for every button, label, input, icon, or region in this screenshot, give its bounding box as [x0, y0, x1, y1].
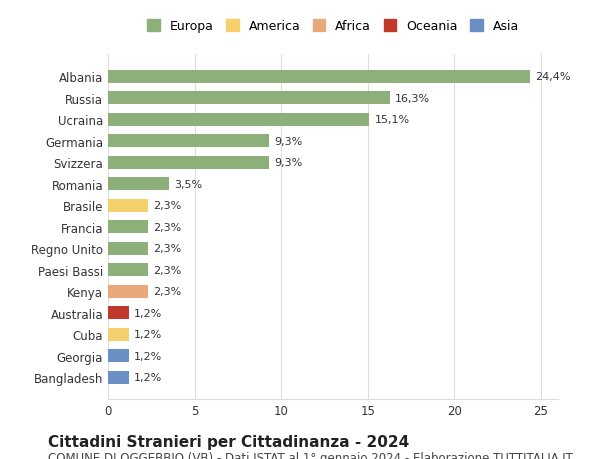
Text: 2,3%: 2,3%	[153, 286, 181, 297]
Bar	[108, 328, 129, 341]
Text: 9,3%: 9,3%	[274, 158, 302, 168]
Text: 24,4%: 24,4%	[536, 72, 571, 82]
Bar	[108, 178, 169, 191]
Text: 3,5%: 3,5%	[174, 179, 202, 189]
Bar	[108, 92, 390, 105]
Bar	[108, 71, 530, 84]
Legend: Europa, America, Africa, Oceania, Asia: Europa, America, Africa, Oceania, Asia	[143, 17, 523, 37]
Text: Cittadini Stranieri per Cittadinanza - 2024: Cittadini Stranieri per Cittadinanza - 2…	[48, 434, 409, 449]
Bar	[108, 242, 148, 255]
Bar	[108, 221, 148, 234]
Text: 1,2%: 1,2%	[134, 351, 162, 361]
Bar	[108, 157, 269, 169]
Text: COMUNE DI OGGEBBIO (VB) - Dati ISTAT al 1° gennaio 2024 - Elaborazione TUTTITALI: COMUNE DI OGGEBBIO (VB) - Dati ISTAT al …	[48, 451, 573, 459]
Text: 2,3%: 2,3%	[153, 222, 181, 232]
Text: 1,2%: 1,2%	[134, 308, 162, 318]
Bar	[108, 199, 148, 212]
Text: 9,3%: 9,3%	[274, 136, 302, 146]
Text: 1,2%: 1,2%	[134, 372, 162, 382]
Text: 1,2%: 1,2%	[134, 330, 162, 339]
Bar	[108, 113, 370, 127]
Text: 16,3%: 16,3%	[395, 94, 430, 104]
Bar	[108, 307, 129, 319]
Bar	[108, 135, 269, 148]
Text: 2,3%: 2,3%	[153, 201, 181, 211]
Bar	[108, 285, 148, 298]
Bar	[108, 371, 129, 384]
Bar	[108, 263, 148, 276]
Text: 2,3%: 2,3%	[153, 265, 181, 275]
Text: 2,3%: 2,3%	[153, 244, 181, 254]
Bar	[108, 349, 129, 362]
Text: 15,1%: 15,1%	[374, 115, 410, 125]
